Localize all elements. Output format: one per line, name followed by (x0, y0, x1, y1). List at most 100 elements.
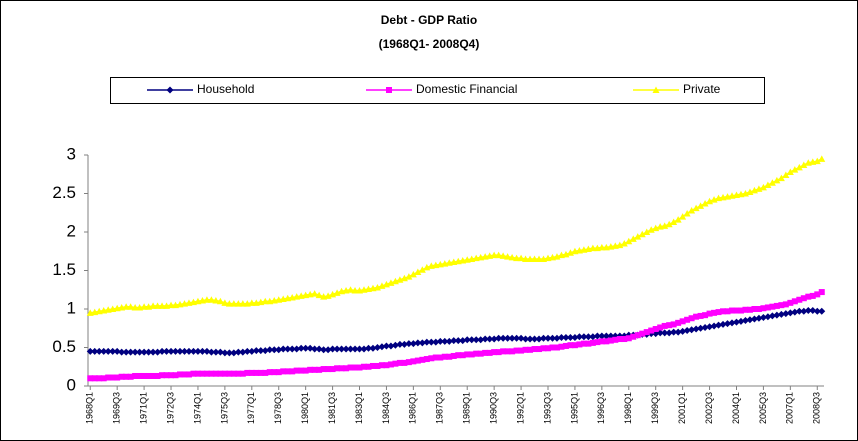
data-point (773, 176, 781, 184)
data-point (212, 297, 220, 304)
data-point (177, 371, 183, 378)
legend-label: Private (683, 82, 721, 96)
data-point (760, 305, 767, 312)
legend-marker (652, 86, 660, 93)
data-point (751, 306, 758, 312)
data-point (450, 352, 457, 359)
x-tick-label: 1969Q3 (112, 392, 122, 424)
data-point (289, 368, 296, 375)
legend-label: Domestic Financial (416, 82, 517, 96)
data-point (198, 347, 206, 355)
data-point (109, 347, 117, 355)
data-point (629, 235, 637, 242)
data-point (504, 348, 511, 355)
data-point (773, 302, 780, 309)
data-point (777, 310, 785, 318)
data-point (378, 362, 385, 369)
y-tick-label: 2.5 (52, 183, 76, 202)
data-point (692, 325, 700, 333)
data-point (607, 337, 614, 344)
data-point (221, 370, 228, 377)
data-point (759, 313, 767, 321)
data-point (665, 220, 673, 228)
data-point (463, 336, 471, 344)
data-point (225, 300, 233, 307)
data-point (356, 364, 363, 371)
data-point (96, 375, 103, 382)
data-point (495, 334, 503, 342)
data-point (764, 313, 772, 321)
data-point (158, 302, 166, 309)
data-point (154, 302, 162, 309)
data-point (387, 361, 394, 368)
data-point (373, 344, 381, 351)
x-tick-label: 1972Q3 (165, 392, 175, 424)
data-point (693, 313, 700, 320)
data-point (800, 307, 808, 315)
data-point (100, 347, 108, 355)
data-point (545, 345, 551, 352)
data-point (207, 348, 215, 356)
data-point (284, 368, 291, 375)
data-point (504, 334, 512, 342)
data-point (548, 334, 556, 342)
data-point (356, 345, 364, 353)
data-point (428, 355, 435, 362)
data-point (347, 345, 355, 353)
x-tick-label: 1978Q3 (273, 392, 283, 424)
data-point (527, 346, 534, 353)
x-tick-label: 1998Q1 (623, 392, 633, 424)
x-tick-label: 1993Q3 (542, 392, 552, 424)
data-point (804, 307, 812, 315)
data-point (566, 333, 574, 341)
data-point (477, 336, 485, 344)
data-point (118, 348, 126, 356)
data-point (634, 233, 642, 240)
data-point (616, 336, 623, 343)
data-point (414, 339, 422, 347)
data-point (159, 372, 166, 379)
data-point (190, 370, 197, 377)
data-point (441, 337, 449, 345)
data-point (692, 204, 700, 212)
data-point (419, 356, 426, 363)
data-point (732, 318, 740, 326)
data-point (364, 344, 372, 352)
data-point (150, 372, 157, 379)
data-point (795, 163, 803, 171)
data-point (724, 320, 732, 328)
data-point (805, 293, 812, 300)
data-point (185, 371, 192, 378)
data-point (571, 342, 578, 349)
data-point (683, 327, 691, 335)
data-point (526, 335, 534, 343)
data-point (396, 359, 403, 366)
data-point (280, 368, 287, 375)
data-point (446, 353, 453, 360)
x-tick-label: 1968Q1 (85, 392, 95, 424)
data-point (500, 348, 507, 355)
data-point (782, 310, 790, 318)
data-point (194, 347, 202, 355)
data-point (123, 373, 130, 380)
data-point (109, 374, 116, 381)
data-point (557, 333, 565, 341)
data-point (199, 370, 206, 377)
data-point (697, 312, 704, 319)
data-point (180, 347, 188, 355)
data-point (535, 255, 543, 262)
data-point (684, 316, 691, 323)
data-point (436, 337, 444, 345)
data-point (540, 334, 548, 342)
data-point (270, 346, 278, 354)
x-tick-label: 1984Q3 (381, 392, 391, 424)
data-point (306, 344, 314, 352)
data-point (809, 307, 817, 315)
data-point (432, 354, 439, 361)
data-point (737, 317, 745, 325)
data-point (764, 304, 771, 311)
data-point (149, 302, 157, 309)
data-point (818, 289, 825, 296)
data-point (127, 348, 135, 356)
y-tick-label: 1 (67, 298, 76, 317)
